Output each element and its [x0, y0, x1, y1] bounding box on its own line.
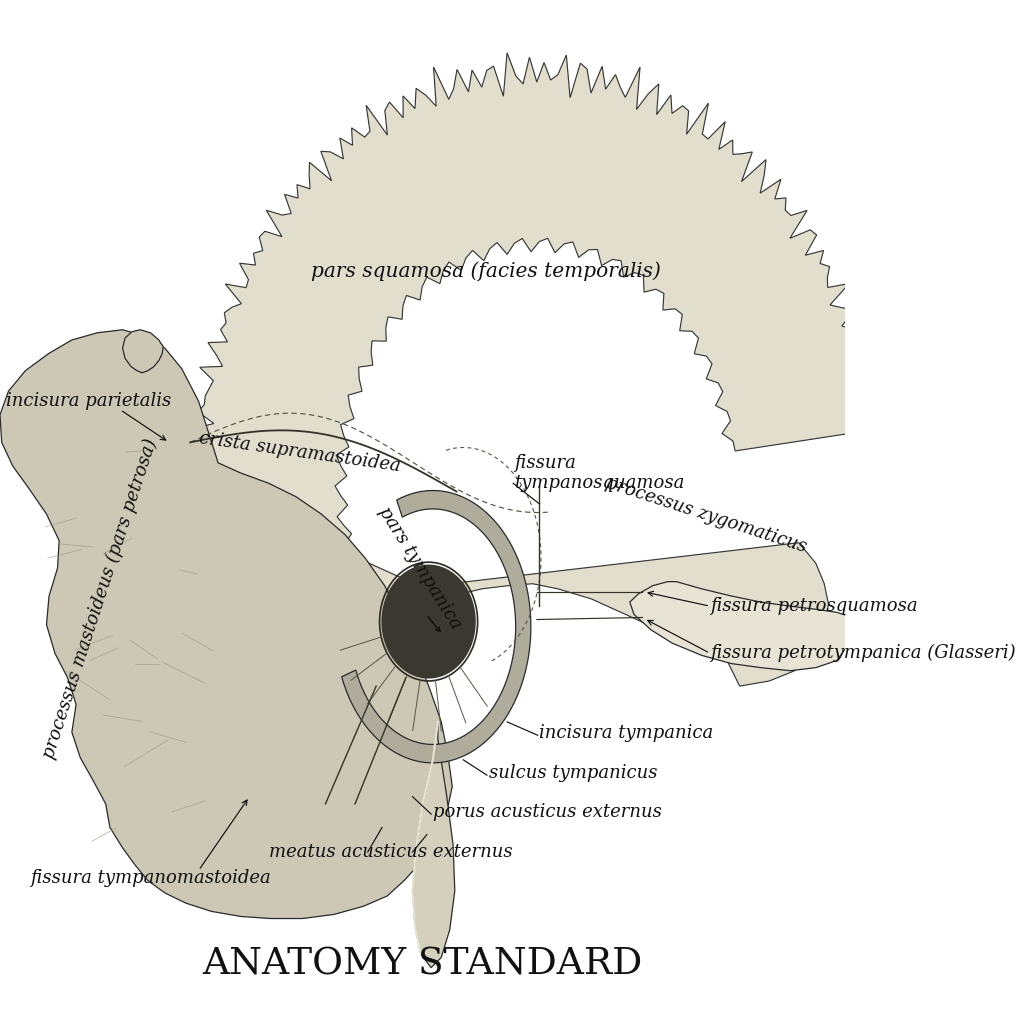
Polygon shape	[123, 330, 163, 373]
Text: pars squamosa (facies temporalis): pars squamosa (facies temporalis)	[311, 261, 662, 282]
Text: processus mastoideus (pars petrosa): processus mastoideus (pars petrosa)	[39, 437, 160, 761]
Polygon shape	[0, 330, 453, 919]
Text: fissura tympanomastoidea: fissura tympanomastoidea	[30, 868, 270, 887]
Text: porus acusticus externus: porus acusticus externus	[433, 803, 662, 821]
Text: meatus acusticus externus: meatus acusticus externus	[268, 843, 512, 861]
Polygon shape	[630, 582, 850, 671]
Text: incisura tympanica: incisura tympanica	[540, 724, 714, 742]
Polygon shape	[413, 722, 455, 968]
Text: ANATOMY STANDARD: ANATOMY STANDARD	[203, 946, 643, 983]
Text: fissura petrosquamosa: fissura petrosquamosa	[710, 597, 918, 615]
Text: crista supramastoidea: crista supramastoidea	[199, 429, 402, 476]
Text: processus zygomaticus: processus zygomaticus	[603, 474, 809, 556]
Text: pars tympanica: pars tympanica	[375, 504, 465, 633]
Polygon shape	[342, 490, 530, 763]
Polygon shape	[188, 53, 879, 686]
Text: fissura
tympanosquamosa: fissura tympanosquamosa	[514, 454, 684, 493]
Circle shape	[382, 565, 475, 678]
Text: fissura petrotympanica (Glasseri): fissura petrotympanica (Glasseri)	[710, 644, 1016, 663]
Text: sulcus tympanicus: sulcus tympanicus	[488, 764, 657, 782]
Text: incisura parietalis: incisura parietalis	[6, 392, 171, 411]
Polygon shape	[188, 53, 879, 686]
